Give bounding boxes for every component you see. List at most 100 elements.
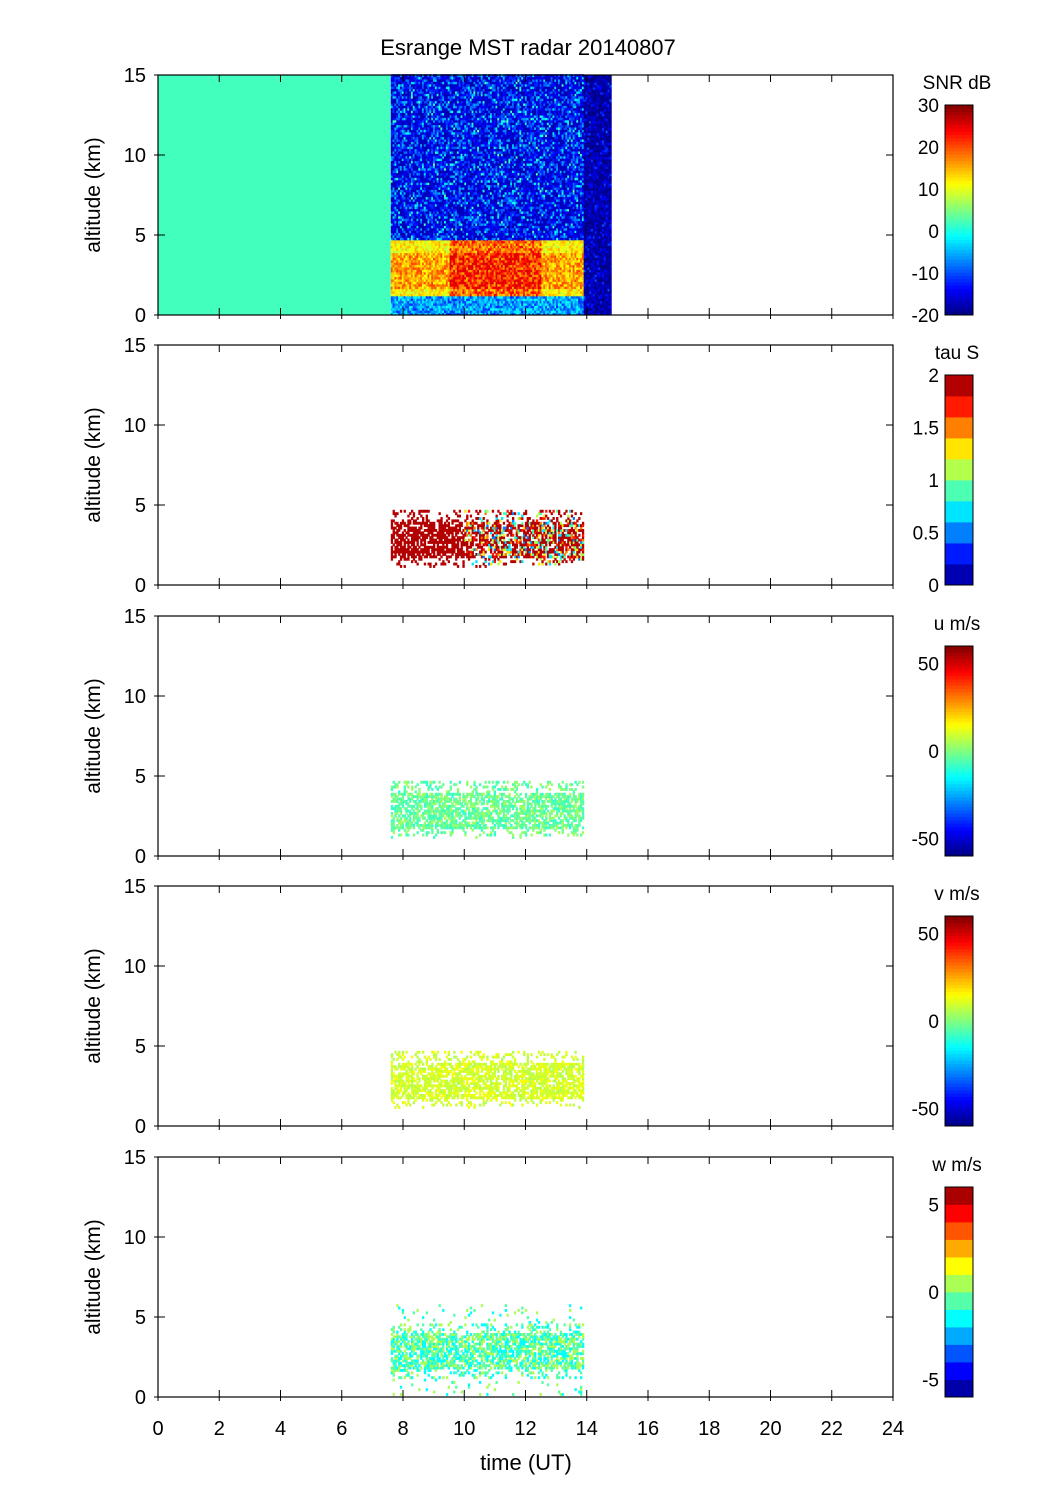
heatmap-cell (535, 281, 539, 285)
heatmap-cell (409, 95, 412, 99)
heatmap-cell (502, 257, 506, 261)
heatmap-cell (504, 262, 507, 266)
heatmap-cell (414, 112, 417, 116)
heatmap-cell (501, 281, 504, 285)
heatmap-cell (405, 189, 408, 193)
heatmap-cell (561, 281, 564, 285)
heatmap-cell (403, 79, 406, 82)
heatmap-cell (399, 288, 403, 292)
heatmap-cell (559, 283, 563, 287)
heatmap-cell (403, 288, 406, 292)
heatmap-cell (495, 279, 498, 282)
heatmap-cell (412, 295, 416, 299)
heatmap-cell (431, 191, 434, 195)
heatmap-cell (460, 279, 463, 282)
heatmap-cell (512, 291, 515, 294)
heatmap-cell (574, 252, 577, 256)
heatmap-cell (517, 262, 520, 266)
heatmap-cell (458, 283, 461, 287)
heatmap-cell (398, 259, 401, 263)
heatmap-cell (493, 269, 496, 273)
heatmap-cell (497, 271, 500, 275)
heatmap-cell (418, 211, 421, 214)
heatmap-cell (405, 141, 408, 145)
heatmap-cell (418, 93, 421, 97)
heatmap-cell (501, 305, 504, 309)
heatmap-cell (401, 93, 405, 97)
heatmap-cell (416, 201, 419, 205)
heatmap-cell (501, 286, 504, 290)
heatmap-cell (475, 262, 478, 266)
heatmap-cell (405, 129, 408, 133)
heatmap-cell (502, 243, 506, 246)
heatmap-cell (497, 274, 500, 278)
heatmap-cell (422, 93, 425, 97)
heatmap-cell (473, 252, 476, 256)
heatmap-cell (429, 124, 432, 128)
heatmap-cell (425, 79, 428, 82)
heatmap-cell (398, 98, 401, 102)
heatmap-cell (399, 105, 403, 109)
heatmap-cell (517, 286, 520, 290)
heatmap-cell (429, 298, 432, 302)
heatmap-cell (440, 303, 443, 306)
heatmap-cell (412, 208, 416, 212)
heatmap-cell (390, 189, 394, 193)
heatmap-cell (409, 139, 412, 142)
heatmap-cell (396, 300, 399, 304)
heatmap-cell (414, 247, 417, 251)
heatmap-cell (517, 298, 520, 302)
heatmap-cell (438, 279, 441, 282)
heatmap-cell (394, 76, 397, 80)
heatmap-cell (396, 143, 399, 147)
heatmap-cell (433, 187, 436, 190)
heatmap-cell (427, 199, 430, 202)
heatmap-cell (422, 235, 425, 238)
heatmap-cell (433, 175, 436, 178)
heatmap-cell (482, 310, 485, 314)
heatmap-cell (422, 218, 425, 222)
heatmap-cell (433, 307, 436, 311)
heatmap-cell (567, 286, 570, 290)
heatmap-cell (508, 271, 511, 275)
heatmap-cell (464, 307, 467, 311)
heatmap-cell (455, 295, 458, 299)
heatmap-cell (396, 208, 399, 212)
heatmap-cell (458, 295, 461, 299)
heatmap-cell (466, 259, 469, 263)
heatmap-cell (488, 247, 491, 251)
heatmap-cell (412, 230, 416, 234)
heatmap-cell (425, 191, 428, 195)
heatmap-cell (484, 267, 487, 270)
heatmap-cell (576, 312, 579, 316)
heatmap-cell (423, 271, 427, 275)
heatmap-cell (396, 153, 399, 157)
heatmap-cell (429, 153, 432, 157)
heatmap-cell (559, 276, 563, 280)
heatmap-cell (504, 240, 507, 244)
heatmap-cell (396, 134, 399, 138)
heatmap-cell (556, 291, 559, 294)
heatmap-cell (423, 170, 427, 174)
heatmap-cell (558, 255, 561, 258)
heatmap-cell (412, 95, 416, 99)
heatmap-cell (392, 189, 395, 193)
heatmap-cell (559, 274, 563, 278)
heatmap-cell (411, 245, 414, 249)
heatmap-cell (422, 182, 425, 186)
heatmap-cell (559, 312, 563, 316)
heatmap-cell (422, 177, 425, 181)
heatmap-cell (390, 215, 394, 219)
heatmap-cell (425, 146, 428, 150)
heatmap-cell (462, 240, 465, 244)
heatmap-cell (499, 269, 502, 273)
heatmap-cell (449, 279, 452, 282)
heatmap-cell (409, 184, 412, 188)
heatmap-cell (537, 264, 541, 268)
heatmap-cell (420, 235, 423, 238)
heatmap-cell (407, 112, 410, 116)
heatmap-cell (490, 245, 493, 249)
heatmap-cell (565, 250, 568, 254)
heatmap-cell (534, 259, 537, 263)
heatmap-cell (412, 245, 416, 249)
